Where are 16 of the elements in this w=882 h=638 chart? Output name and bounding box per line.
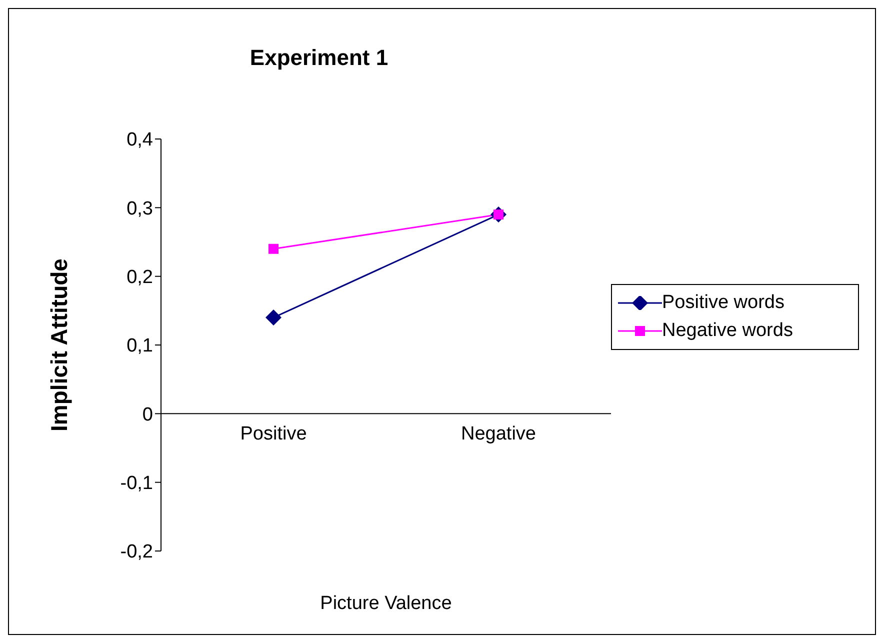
x-tick-label: Negative [461, 424, 536, 445]
y-tick-label: 0 [142, 404, 153, 426]
x-axis-title: Picture Valence [320, 593, 452, 614]
legend-label: Positive words [662, 292, 784, 314]
chart-title: Experiment 1 [248, 45, 390, 71]
point [268, 244, 278, 254]
y-tick-label: 0,4 [126, 130, 154, 151]
point [266, 310, 282, 326]
y-tick-label: 0,2 [126, 267, 153, 288]
y-axis-title: Implicit Attitude [46, 258, 72, 432]
legend-label: Negative words [662, 320, 793, 342]
y-tick-label: -0,1 [120, 473, 153, 494]
x-tick-label: Positive [240, 424, 307, 445]
y-tick-label: 0,1 [126, 336, 153, 357]
y-tick-label: -0,2 [120, 542, 153, 563]
y-tick-label: 0,3 [126, 198, 153, 220]
